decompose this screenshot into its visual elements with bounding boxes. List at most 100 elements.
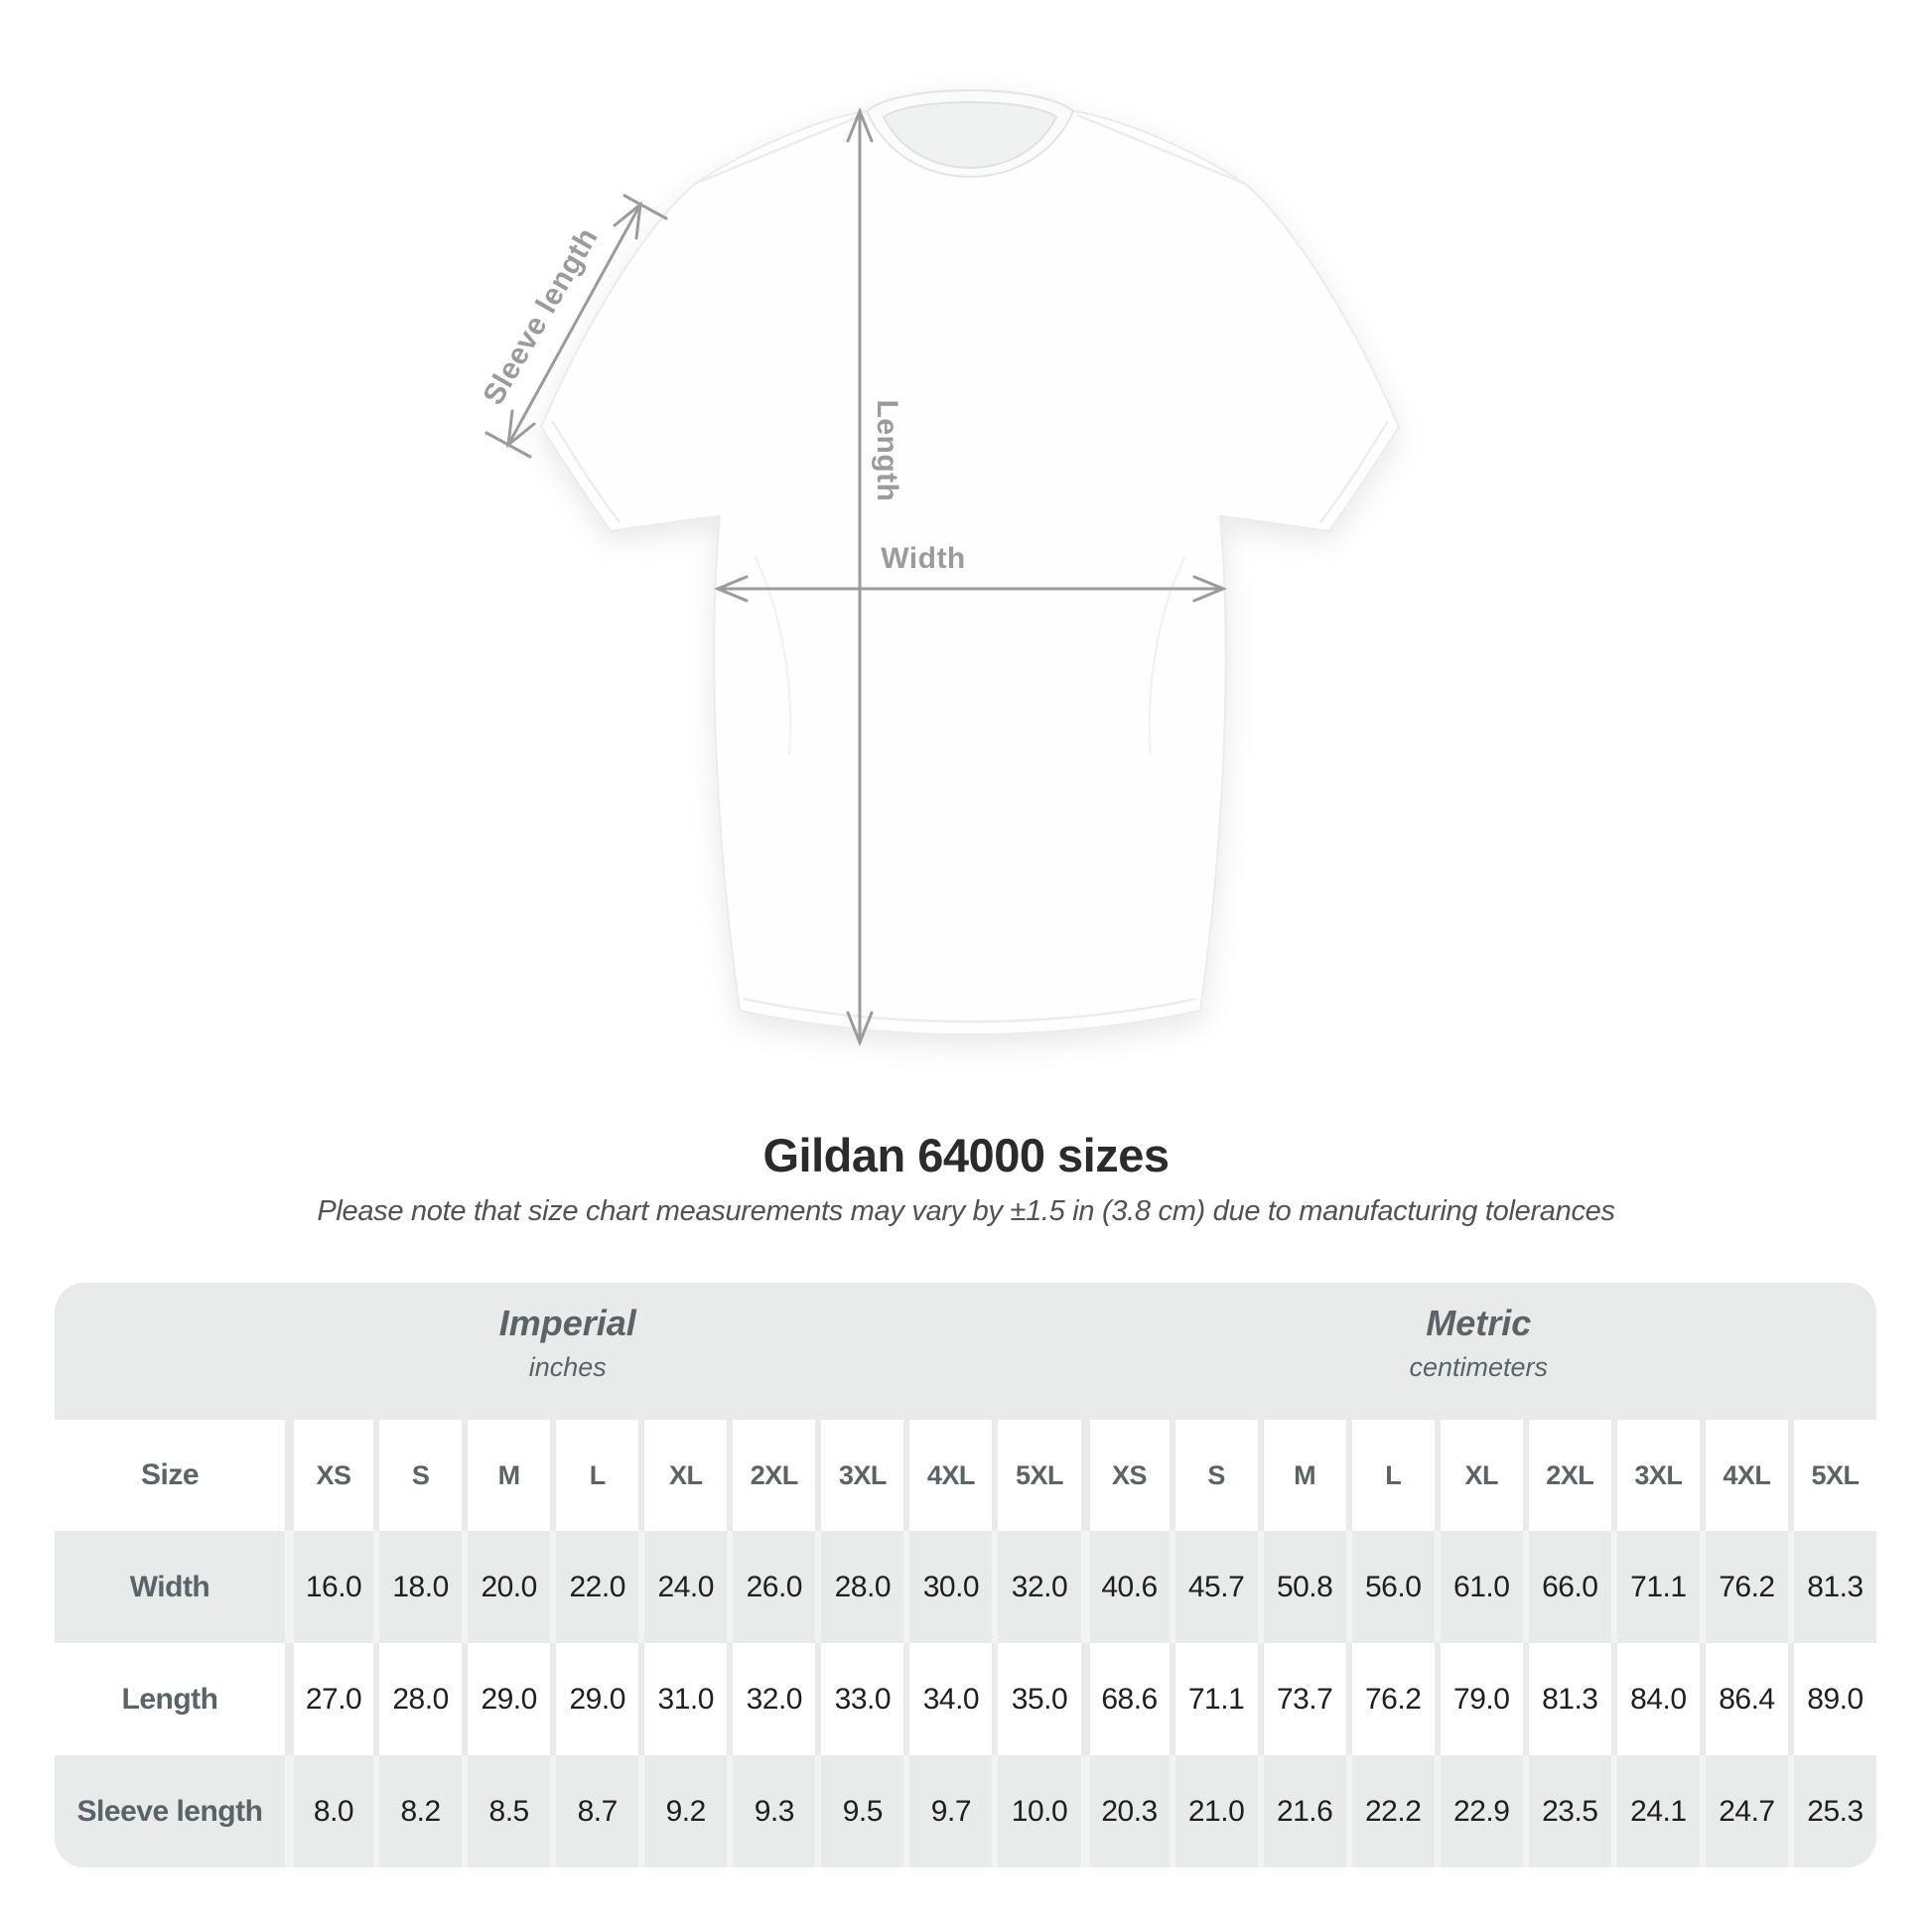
value-cell: 9.2 bbox=[638, 1755, 728, 1867]
value-cell: 86.4 bbox=[1699, 1643, 1788, 1755]
value-cell: 25.3 bbox=[1787, 1755, 1876, 1867]
value-cell: 8.5 bbox=[462, 1755, 551, 1867]
value-cell: 66.0 bbox=[1522, 1531, 1611, 1643]
size-col-header: 5XL bbox=[1787, 1420, 1876, 1531]
value-cell: 31.0 bbox=[638, 1643, 728, 1755]
metric-label: Metric bbox=[1426, 1303, 1532, 1343]
value-cell: 8.7 bbox=[550, 1755, 639, 1867]
value-cell: 84.0 bbox=[1610, 1643, 1700, 1755]
size-col-header: L bbox=[1345, 1420, 1435, 1531]
value-cell: 9.7 bbox=[903, 1755, 993, 1867]
size-col-header: 3XL bbox=[1610, 1420, 1700, 1531]
value-cell: 34.0 bbox=[903, 1643, 993, 1755]
value-cell: 71.1 bbox=[1169, 1643, 1258, 1755]
size-col-header: 4XL bbox=[903, 1420, 993, 1531]
value-cell: 81.3 bbox=[1522, 1643, 1611, 1755]
value-cell: 23.5 bbox=[1522, 1755, 1611, 1867]
sleeve-length-arrow bbox=[484, 194, 668, 459]
size-col-header: 2XL bbox=[727, 1420, 816, 1531]
metric-unit: centimeters bbox=[1409, 1352, 1548, 1382]
row-label: Length bbox=[55, 1643, 285, 1755]
value-cell: 32.0 bbox=[727, 1643, 816, 1755]
value-cell: 9.5 bbox=[815, 1755, 904, 1867]
size-col-header: L bbox=[550, 1420, 639, 1531]
value-cell: 68.6 bbox=[1080, 1643, 1170, 1755]
size-col-header: M bbox=[462, 1420, 551, 1531]
value-cell: 61.0 bbox=[1434, 1531, 1523, 1643]
group-header-imperial: Imperial inches bbox=[55, 1283, 1080, 1420]
value-cell: 32.0 bbox=[992, 1531, 1081, 1643]
value-cell: 24.1 bbox=[1610, 1755, 1700, 1867]
value-cell: 9.3 bbox=[727, 1755, 816, 1867]
size-col-header: XL bbox=[1434, 1420, 1523, 1531]
table-row-width: Width 16.0 18.0 20.0 22.0 24.0 26.0 28.0… bbox=[55, 1531, 1876, 1643]
value-cell: 40.6 bbox=[1080, 1531, 1170, 1643]
value-cell: 29.0 bbox=[462, 1643, 551, 1755]
value-cell: 56.0 bbox=[1345, 1531, 1435, 1643]
value-cell: 22.0 bbox=[550, 1531, 639, 1643]
value-cell: 28.0 bbox=[815, 1531, 904, 1643]
value-cell: 29.0 bbox=[550, 1643, 639, 1755]
tshirt-collar bbox=[865, 89, 1075, 178]
tshirt-seams bbox=[550, 113, 1390, 1024]
value-cell: 24.0 bbox=[638, 1531, 728, 1643]
value-cell: 33.0 bbox=[815, 1643, 904, 1755]
size-col-header: S bbox=[373, 1420, 463, 1531]
value-cell: 22.2 bbox=[1345, 1755, 1435, 1867]
size-col-header: 2XL bbox=[1522, 1420, 1611, 1531]
size-header-row: Size XS S M L XL 2XL 3XL 4XL 5XL XS S M … bbox=[55, 1420, 1876, 1531]
size-col-header: XL bbox=[638, 1420, 728, 1531]
value-cell: 8.0 bbox=[285, 1755, 374, 1867]
size-col-header: 4XL bbox=[1699, 1420, 1788, 1531]
value-cell: 20.3 bbox=[1080, 1755, 1170, 1867]
value-cell: 81.3 bbox=[1787, 1531, 1876, 1643]
value-cell: 27.0 bbox=[285, 1643, 374, 1755]
value-cell: 26.0 bbox=[727, 1531, 816, 1643]
value-cell: 10.0 bbox=[992, 1755, 1081, 1867]
size-header: Size bbox=[55, 1420, 285, 1531]
value-cell: 35.0 bbox=[992, 1643, 1081, 1755]
width-label: Width bbox=[881, 542, 966, 575]
value-cell: 76.2 bbox=[1699, 1531, 1788, 1643]
value-cell: 24.7 bbox=[1699, 1755, 1788, 1867]
imperial-unit: inches bbox=[528, 1352, 607, 1382]
value-cell: 16.0 bbox=[285, 1531, 374, 1643]
value-cell: 20.0 bbox=[462, 1531, 551, 1643]
tshirt-body bbox=[539, 89, 1401, 1036]
group-header-metric: Metric centimeters bbox=[1080, 1283, 1876, 1420]
value-cell: 18.0 bbox=[373, 1531, 463, 1643]
length-arrow bbox=[846, 106, 874, 1047]
tshirt-diagram bbox=[484, 89, 1401, 1047]
table-row-sleeve-length: Sleeve length 8.0 8.2 8.5 8.7 9.2 9.3 9.… bbox=[55, 1755, 1876, 1867]
value-cell: 79.0 bbox=[1434, 1643, 1523, 1755]
value-cell: 45.7 bbox=[1169, 1531, 1258, 1643]
value-cell: 73.7 bbox=[1257, 1643, 1346, 1755]
page-title: Gildan 64000 sizes bbox=[762, 1129, 1170, 1181]
value-cell: 76.2 bbox=[1345, 1643, 1435, 1755]
value-cell: 21.6 bbox=[1257, 1755, 1346, 1867]
size-col-header: XS bbox=[1080, 1420, 1170, 1531]
value-cell: 30.0 bbox=[903, 1531, 993, 1643]
tshirt-graphic bbox=[539, 89, 1401, 1036]
value-cell: 21.0 bbox=[1169, 1755, 1258, 1867]
length-label: Length bbox=[871, 399, 903, 502]
value-cell: 8.2 bbox=[373, 1755, 463, 1867]
table-row-length: Length 27.0 28.0 29.0 29.0 31.0 32.0 33.… bbox=[55, 1643, 1876, 1755]
unit-group-header: Imperial inches Metric centimeters bbox=[55, 1283, 1876, 1420]
value-cell: 89.0 bbox=[1787, 1643, 1876, 1755]
size-col-header: 5XL bbox=[992, 1420, 1081, 1531]
value-cell: 28.0 bbox=[373, 1643, 463, 1755]
page-subtitle: Please note that size chart measurements… bbox=[317, 1195, 1615, 1227]
size-col-header: S bbox=[1169, 1420, 1258, 1531]
row-label: Sleeve length bbox=[55, 1755, 285, 1867]
value-cell: 71.1 bbox=[1610, 1531, 1700, 1643]
value-cell: 50.8 bbox=[1257, 1531, 1346, 1643]
width-arrow bbox=[714, 575, 1227, 603]
size-table: Imperial inches Metric centimeters Size … bbox=[55, 1283, 1876, 1867]
size-col-header: M bbox=[1257, 1420, 1346, 1531]
value-cell: 22.9 bbox=[1434, 1755, 1523, 1867]
imperial-label: Imperial bbox=[498, 1303, 636, 1343]
size-col-header: XS bbox=[285, 1420, 374, 1531]
row-label: Width bbox=[55, 1531, 285, 1643]
